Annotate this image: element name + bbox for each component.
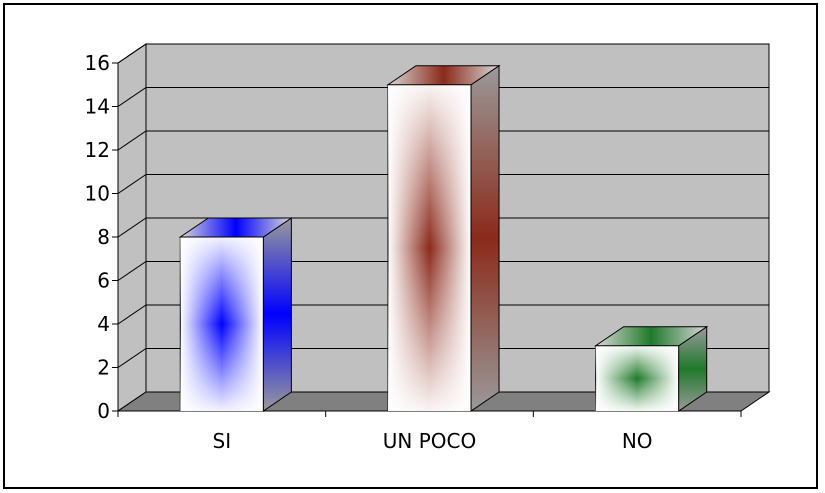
- y-tick-label: 6: [97, 269, 110, 293]
- y-tick-label: 10: [85, 182, 110, 206]
- gridline: [117, 130, 769, 151]
- gridline: [117, 304, 769, 325]
- gridline: [117, 87, 769, 107]
- bar-top: [178, 217, 293, 238]
- x-category-label: SI: [213, 429, 232, 453]
- bar-2: [594, 325, 709, 412]
- x-category-label: NO: [622, 429, 653, 453]
- chart-gridlines: [117, 43, 769, 368]
- bar-side: [262, 217, 292, 412]
- chart-bars: [178, 64, 709, 412]
- bar-1: [386, 64, 501, 412]
- y-tick-label: 16: [85, 51, 110, 75]
- x-category-label: UN POCO: [383, 429, 476, 453]
- gridline: [117, 217, 769, 238]
- gridline: [117, 174, 769, 194]
- y-tick-label: 14: [85, 95, 110, 119]
- y-tick-label: 0: [97, 399, 110, 423]
- y-tick-label: 8: [97, 225, 110, 249]
- bar-front-highlight: [387, 84, 472, 411]
- gridline: [117, 261, 769, 281]
- y-axis-ticks: 0 2 4 6 8 10 12 14 16: [85, 51, 118, 423]
- gridline: [117, 43, 769, 64]
- gridline: [117, 348, 769, 368]
- y-tick-label: 12: [85, 138, 110, 162]
- x-axis-labels: SI UN POCO NO: [213, 429, 653, 453]
- bar-top: [386, 65, 501, 86]
- bar-0: [178, 217, 293, 412]
- bar-front-highlight: [595, 345, 679, 411]
- y-tick-label: 4: [97, 312, 110, 336]
- bar-top: [594, 326, 709, 347]
- y-tick-label: 2: [97, 356, 110, 380]
- bar-side: [470, 64, 500, 412]
- bar-front-highlight: [180, 237, 264, 411]
